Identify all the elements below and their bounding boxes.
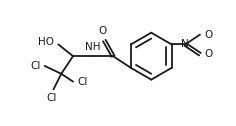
Text: NH: NH <box>85 42 100 52</box>
Text: O: O <box>205 49 213 59</box>
Text: Cl: Cl <box>30 61 41 71</box>
Text: O: O <box>98 26 106 36</box>
Text: Cl: Cl <box>77 77 87 87</box>
Text: O: O <box>205 30 213 40</box>
Text: Cl: Cl <box>46 93 57 103</box>
Text: N: N <box>181 39 189 49</box>
Text: HO: HO <box>38 37 55 48</box>
